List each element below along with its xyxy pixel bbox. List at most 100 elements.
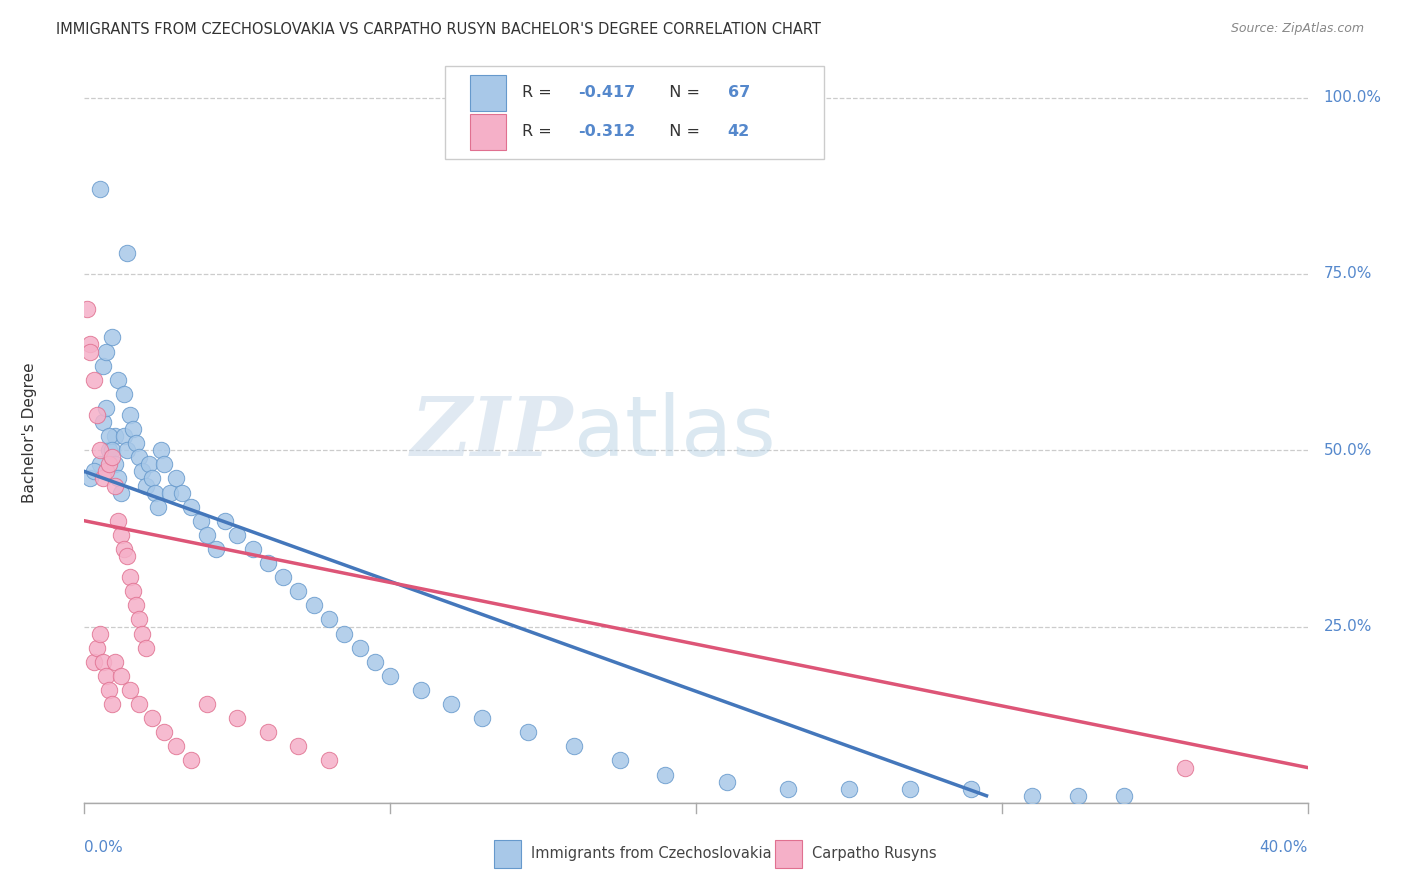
Text: -0.312: -0.312 bbox=[578, 125, 636, 139]
Point bbox=[131, 464, 153, 478]
Point bbox=[104, 478, 127, 492]
Point bbox=[89, 458, 111, 472]
Point bbox=[146, 500, 169, 514]
Point bbox=[960, 781, 983, 796]
Point bbox=[97, 443, 120, 458]
Point bbox=[149, 443, 172, 458]
Point bbox=[112, 541, 135, 556]
Point bbox=[141, 711, 163, 725]
Point bbox=[86, 640, 108, 655]
Point bbox=[195, 528, 218, 542]
Point bbox=[122, 584, 145, 599]
Point bbox=[79, 337, 101, 351]
Text: N =: N = bbox=[659, 125, 706, 139]
Text: Source: ZipAtlas.com: Source: ZipAtlas.com bbox=[1230, 22, 1364, 36]
Point bbox=[97, 458, 120, 472]
Text: 50.0%: 50.0% bbox=[1323, 442, 1372, 458]
Point bbox=[165, 739, 187, 754]
Bar bbox=[470, 114, 506, 150]
Text: Immigrants from Czechoslovakia: Immigrants from Czechoslovakia bbox=[531, 846, 772, 861]
Point bbox=[287, 584, 309, 599]
Point bbox=[349, 640, 371, 655]
Text: ZIP: ZIP bbox=[411, 392, 574, 473]
Point bbox=[115, 245, 138, 260]
Point bbox=[302, 599, 325, 613]
Point bbox=[128, 450, 150, 465]
Point bbox=[1067, 789, 1090, 803]
Point bbox=[112, 387, 135, 401]
Point bbox=[257, 725, 280, 739]
Text: 67: 67 bbox=[728, 86, 749, 100]
Text: 0.0%: 0.0% bbox=[84, 840, 124, 855]
Text: 100.0%: 100.0% bbox=[1323, 90, 1382, 105]
FancyBboxPatch shape bbox=[446, 66, 824, 159]
Point bbox=[97, 429, 120, 443]
Point bbox=[83, 373, 105, 387]
Point bbox=[380, 669, 402, 683]
Point bbox=[94, 344, 117, 359]
Bar bbox=[470, 75, 506, 111]
Point bbox=[94, 669, 117, 683]
Point bbox=[89, 443, 111, 458]
Point bbox=[79, 344, 101, 359]
Point bbox=[205, 541, 228, 556]
Point bbox=[172, 485, 194, 500]
Text: atlas: atlas bbox=[574, 392, 775, 473]
Point bbox=[1021, 789, 1043, 803]
Point bbox=[120, 570, 142, 584]
Point bbox=[97, 683, 120, 698]
Point bbox=[135, 640, 157, 655]
Point bbox=[776, 781, 799, 796]
Point bbox=[128, 612, 150, 626]
Point bbox=[91, 655, 114, 669]
Text: Bachelor's Degree: Bachelor's Degree bbox=[22, 362, 37, 503]
Point bbox=[79, 471, 101, 485]
Point bbox=[180, 500, 202, 514]
Point bbox=[226, 528, 249, 542]
Point bbox=[110, 528, 132, 542]
Point bbox=[716, 774, 738, 789]
Point bbox=[91, 471, 114, 485]
Point bbox=[898, 781, 921, 796]
Point bbox=[94, 401, 117, 415]
Point bbox=[76, 302, 98, 317]
Point bbox=[159, 485, 181, 500]
Point bbox=[242, 541, 264, 556]
Point bbox=[128, 697, 150, 711]
Point bbox=[226, 711, 249, 725]
Point bbox=[195, 697, 218, 711]
Point bbox=[112, 429, 135, 443]
Point bbox=[101, 697, 124, 711]
Point bbox=[120, 408, 142, 422]
Point bbox=[120, 683, 142, 698]
Point bbox=[165, 471, 187, 485]
Point bbox=[86, 408, 108, 422]
Point bbox=[1174, 760, 1197, 774]
Point bbox=[609, 754, 631, 768]
Point bbox=[122, 422, 145, 436]
Point bbox=[271, 570, 294, 584]
Point bbox=[516, 725, 538, 739]
Point bbox=[131, 626, 153, 640]
Text: -0.417: -0.417 bbox=[578, 86, 636, 100]
Point bbox=[440, 697, 463, 711]
Point bbox=[562, 739, 585, 754]
Point bbox=[107, 373, 129, 387]
Point bbox=[318, 612, 340, 626]
Point bbox=[104, 458, 127, 472]
Text: R =: R = bbox=[522, 125, 557, 139]
Point bbox=[287, 739, 309, 754]
Point bbox=[91, 359, 114, 373]
Text: IMMIGRANTS FROM CZECHOSLOVAKIA VS CARPATHO RUSYN BACHELOR'S DEGREE CORRELATION C: IMMIGRANTS FROM CZECHOSLOVAKIA VS CARPAT… bbox=[56, 22, 821, 37]
Point bbox=[101, 330, 124, 344]
Point bbox=[83, 655, 105, 669]
Point bbox=[214, 514, 236, 528]
Text: N =: N = bbox=[659, 86, 706, 100]
Point bbox=[101, 443, 124, 458]
Text: 40.0%: 40.0% bbox=[1260, 840, 1308, 855]
Point bbox=[110, 485, 132, 500]
Text: R =: R = bbox=[522, 86, 557, 100]
Text: Carpatho Rusyns: Carpatho Rusyns bbox=[813, 846, 936, 861]
Text: 75.0%: 75.0% bbox=[1323, 267, 1372, 282]
Point bbox=[409, 683, 432, 698]
